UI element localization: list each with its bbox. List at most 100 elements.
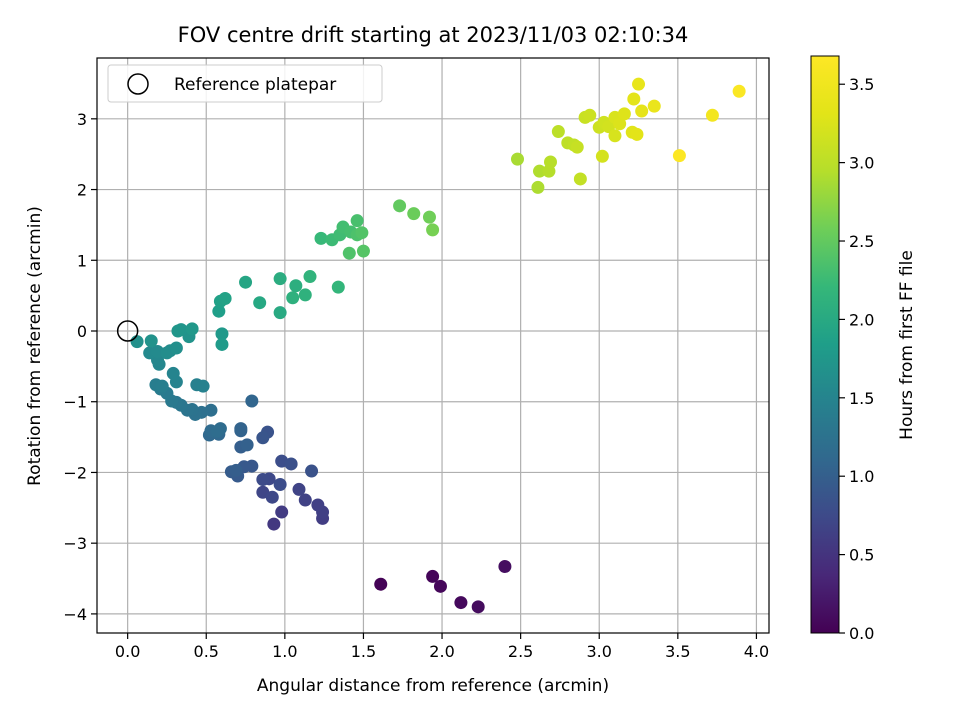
data-point	[166, 366, 180, 380]
data-point	[234, 422, 248, 436]
data-point	[595, 149, 609, 163]
data-point	[240, 438, 254, 452]
data-point	[218, 291, 232, 305]
data-point	[573, 172, 587, 186]
data-point	[311, 498, 325, 512]
y-tick-label: 0	[77, 322, 87, 341]
colorbar-tick-label: 2.5	[849, 232, 874, 251]
reference-point	[116, 320, 139, 342]
data-point	[570, 140, 584, 154]
data-point	[265, 490, 279, 504]
data-point	[602, 120, 616, 134]
y-axis-ticks: −4 −3 −2 −1 0 1 2 3	[63, 110, 97, 624]
data-point	[273, 272, 287, 286]
data-point	[356, 244, 370, 258]
data-point	[705, 108, 719, 122]
x-tick-label: 2.5	[508, 642, 533, 661]
y-tick-label: −4	[63, 605, 87, 624]
data-point	[613, 117, 627, 131]
data-point	[314, 231, 328, 245]
x-axis-label: Angular distance from reference (arcmin)	[257, 676, 609, 696]
data-point	[532, 164, 546, 178]
data-point	[267, 517, 281, 531]
x-tick-label: 0.5	[194, 642, 219, 661]
data-point	[407, 207, 421, 221]
data-point	[531, 180, 545, 194]
data-point	[289, 279, 303, 293]
data-point	[350, 214, 364, 228]
y-axis-label: Rotation from reference (arcmin)	[25, 206, 45, 486]
data-point	[298, 288, 312, 302]
data-point	[510, 152, 524, 166]
data-point	[284, 457, 298, 471]
colorbar-tick-label: 2.0	[849, 310, 874, 329]
colorbar-tick-label: 3.0	[849, 154, 874, 173]
y-tick-label: −3	[63, 534, 87, 553]
colorbar-label: Hours from first FF file	[897, 250, 917, 440]
colorbar-tick-label: 0.5	[849, 546, 874, 565]
data-point	[426, 223, 440, 237]
data-point	[253, 296, 267, 310]
data-point	[617, 107, 631, 121]
y-tick-label: 2	[77, 181, 87, 200]
data-point	[273, 477, 287, 491]
x-tick-label: 4.0	[744, 642, 769, 661]
data-point	[544, 155, 558, 169]
data-point	[130, 335, 144, 349]
colorbar-tick-label: 1.0	[849, 467, 874, 486]
data-point	[273, 306, 287, 320]
data-point	[433, 579, 447, 593]
data-point	[305, 464, 319, 478]
colorbar-tick-label: 3.5	[849, 75, 874, 94]
data-point	[212, 304, 226, 318]
x-tick-label: 3.0	[587, 642, 612, 661]
data-point	[275, 505, 289, 519]
legend: Reference platepar	[107, 64, 383, 103]
data-point	[256, 473, 270, 487]
colorbar-tick-label: 0.0	[849, 624, 874, 643]
x-tick-label: 1.5	[351, 642, 376, 661]
data-point	[672, 149, 686, 163]
data-points	[130, 77, 746, 614]
data-point	[732, 84, 746, 98]
data-point	[303, 270, 317, 284]
data-point	[630, 127, 644, 141]
data-point	[210, 424, 224, 438]
y-tick-label: −2	[63, 463, 87, 482]
data-point	[422, 210, 436, 224]
data-point	[647, 99, 661, 113]
colorbar-ticks: 0.0 0.5 1.0 1.5 2.0 2.5 3.0 3.5	[839, 75, 874, 643]
data-point	[286, 291, 300, 305]
data-point	[256, 431, 270, 445]
data-point	[471, 600, 485, 614]
data-point	[426, 569, 440, 583]
data-point	[292, 482, 306, 496]
data-point	[215, 337, 229, 351]
colorbar-frame	[810, 55, 840, 634]
data-point	[627, 92, 641, 106]
reference-marker	[116, 320, 139, 342]
data-point	[632, 77, 646, 91]
x-axis-ticks: 0.0 0.5 1.0 1.5 2.0 2.5 3.0 3.5 4.0	[115, 633, 769, 661]
data-point	[171, 324, 185, 338]
data-point	[342, 246, 356, 260]
colorbar-tick-label: 1.5	[849, 389, 874, 408]
data-point	[245, 394, 259, 408]
colorbar: 0.0 0.5 1.0 1.5 2.0 2.5 3.0 3.5 Hours from firs…	[810, 55, 917, 643]
chart-title: FOV centre drift starting at 2023/11/03 …	[178, 23, 689, 47]
data-point	[144, 334, 158, 348]
data-point	[608, 129, 622, 143]
data-point	[635, 104, 649, 118]
data-point	[498, 560, 512, 574]
legend-marker	[127, 73, 149, 95]
x-tick-label: 2.0	[429, 642, 454, 661]
data-point	[374, 577, 388, 591]
data-point	[454, 596, 468, 610]
data-point	[229, 463, 243, 477]
data-point	[355, 226, 369, 240]
data-point	[331, 280, 345, 294]
data-point	[215, 327, 229, 341]
x-tick-label: 1.0	[272, 642, 297, 661]
